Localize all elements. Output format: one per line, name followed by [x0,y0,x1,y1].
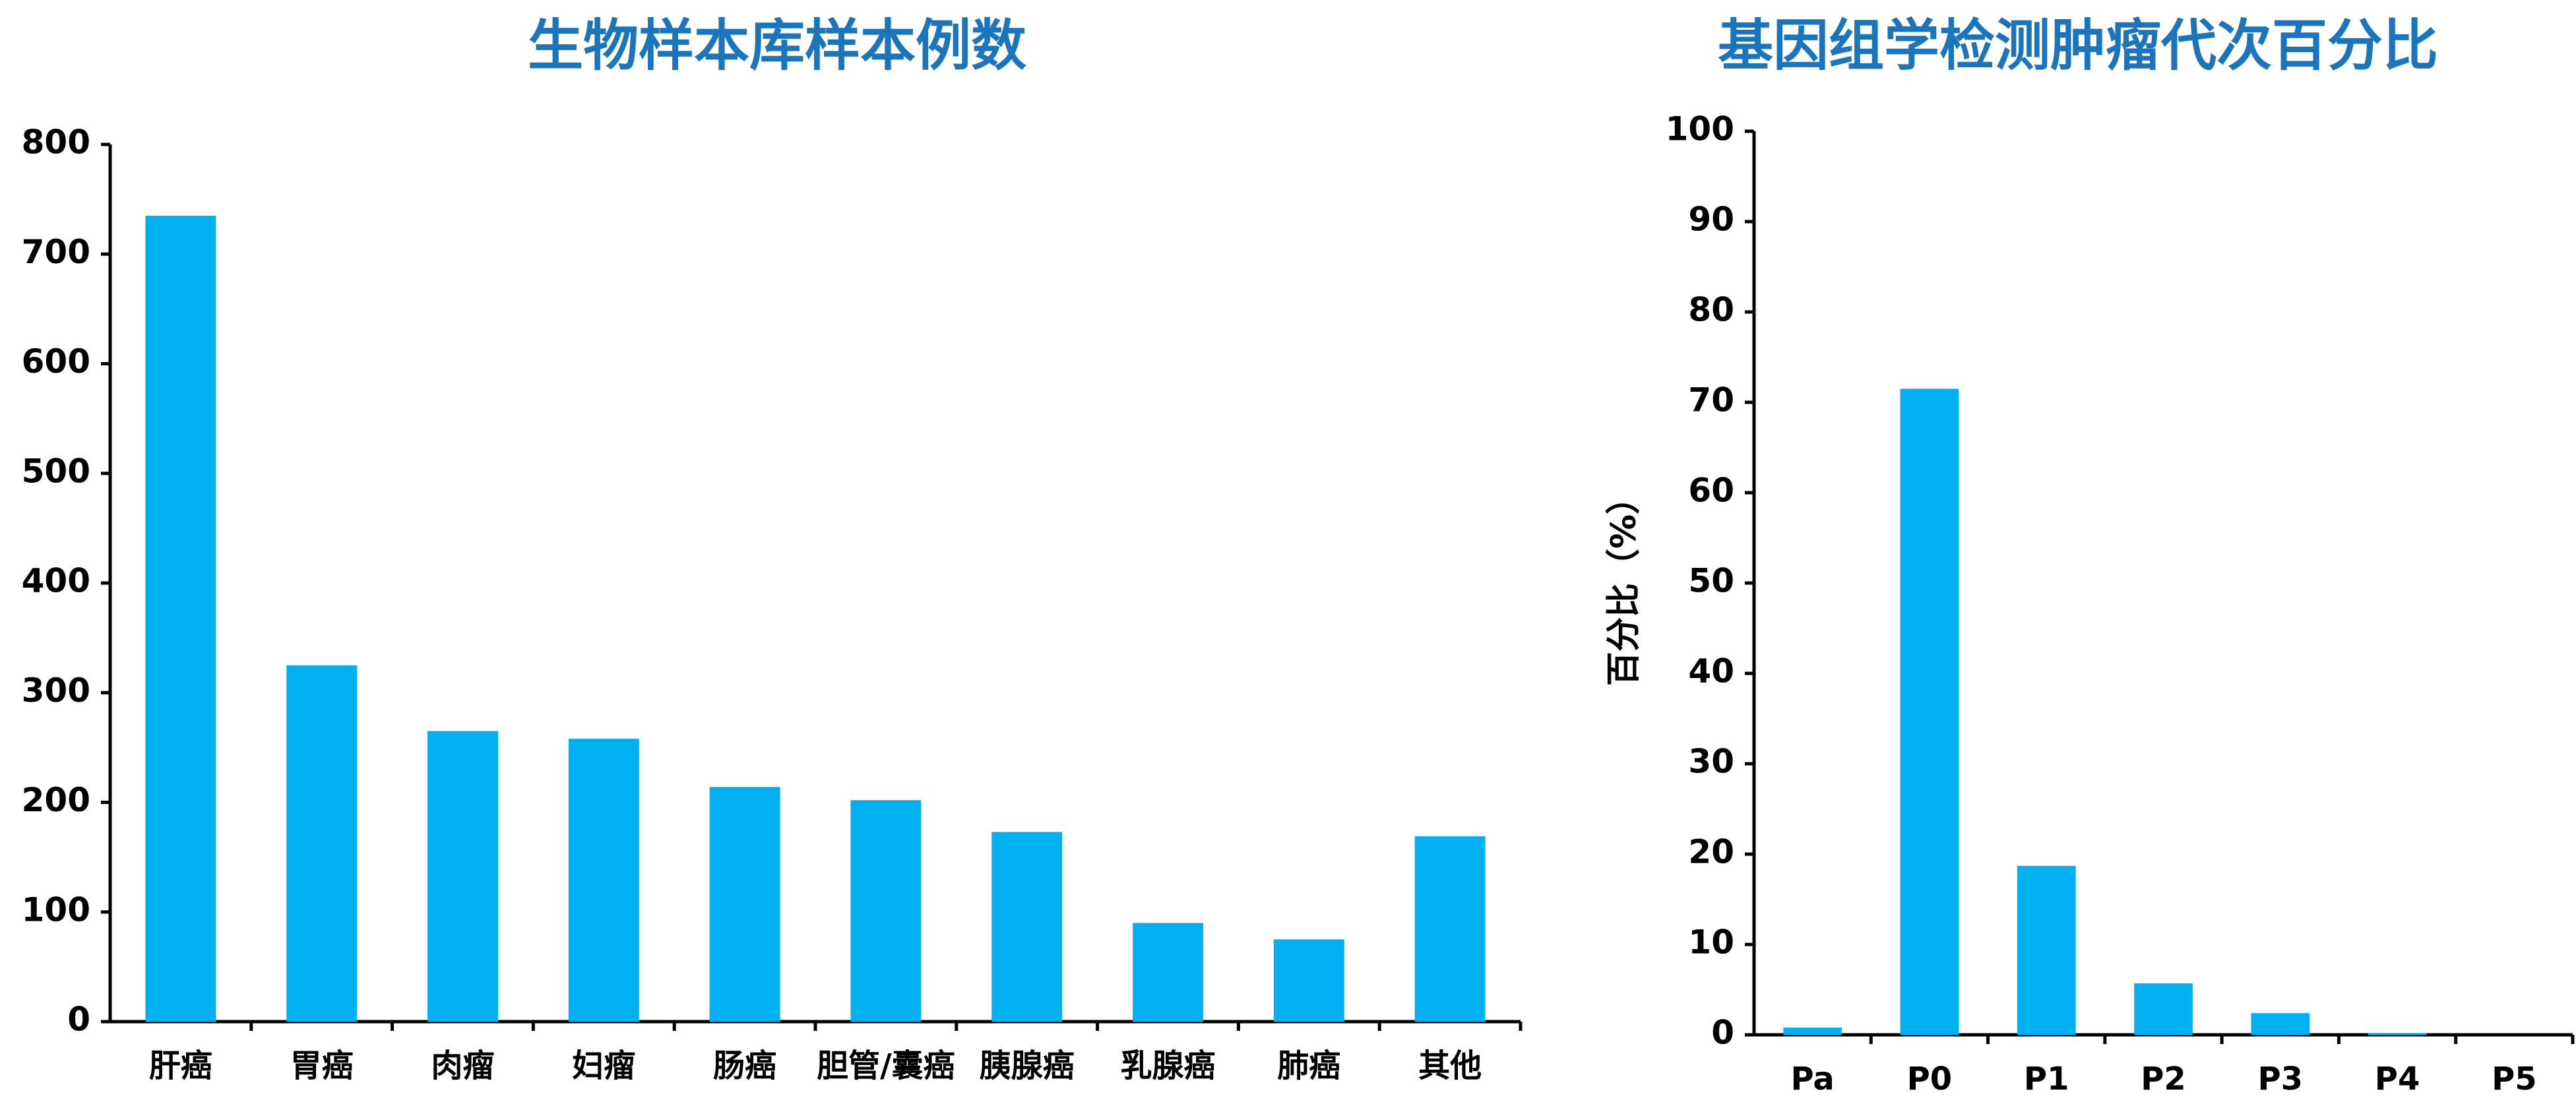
y-tick-label: 50 [1688,562,1734,600]
y-tick-label: 70 [1688,381,1734,419]
y-tick-label: 20 [1688,833,1734,871]
bar [1783,1028,1842,1035]
x-tick-label: 妇瘤 [572,1047,635,1084]
x-tick-label: P4 [2375,1061,2420,1097]
x-tick-label: 肉瘤 [431,1047,494,1084]
y-tick-label: 800 [22,123,90,162]
x-tick-label: P2 [2141,1061,2186,1097]
bar [2134,983,2193,1035]
y-tick-label: 500 [22,452,90,490]
bar [709,787,780,1022]
x-tick-label: P3 [2257,1061,2303,1097]
bar [1900,388,1959,1035]
y-tick-label: 40 [1688,652,1734,691]
x-tick-label: 胆管/囊癌 [817,1047,955,1084]
bar [850,800,922,1022]
bar [991,832,1063,1022]
x-tick-label: 胃癌 [290,1047,354,1084]
x-tick-label: 其他 [1418,1047,1482,1084]
bar [145,216,216,1022]
y-tick-label: 600 [22,342,90,381]
y-tick-label: 200 [22,781,90,819]
y-tick-label: 300 [22,671,90,710]
chart-title: 生物样本库样本例数 [528,13,1026,78]
y-tick-label: 30 [1688,743,1734,781]
y-tick-label: 0 [67,1001,90,1039]
x-tick-label: 肠癌 [713,1047,776,1084]
y-tick-label: 400 [22,562,90,600]
x-tick-label: 乳腺癌 [1120,1047,1215,1084]
x-tick-label: P1 [2024,1061,2069,1097]
bar [2017,865,2076,1035]
x-tick-label: 胰腺癌 [980,1047,1075,1084]
y-tick-label: 80 [1688,291,1734,329]
x-tick-label: P5 [2492,1061,2537,1097]
bar [1414,836,1486,1022]
x-tick-label: Pa [1791,1061,1835,1097]
y-tick-label: 100 [1666,110,1734,148]
bar [2368,1033,2427,1035]
y-tick-label: 0 [1711,1014,1734,1052]
y-tick-label: 700 [22,233,90,271]
y-tick-label: 10 [1688,923,1734,962]
y-axis-label: 百分比（%） [1604,480,1644,686]
y-tick-label: 60 [1688,472,1734,510]
x-tick-label: 肺癌 [1277,1047,1340,1084]
bar [1133,923,1203,1022]
bar [427,731,498,1022]
x-tick-label: P0 [1907,1061,1953,1097]
x-tick-label: 肝癌 [149,1047,212,1084]
y-tick-label: 100 [22,890,90,929]
bar [1273,939,1344,1022]
bar [568,739,639,1022]
bar [2251,1013,2310,1035]
y-tick-label: 90 [1688,201,1734,239]
chart-title: 基因组学检测肿瘤代次百分比 [1718,13,2438,78]
bar [286,665,358,1022]
